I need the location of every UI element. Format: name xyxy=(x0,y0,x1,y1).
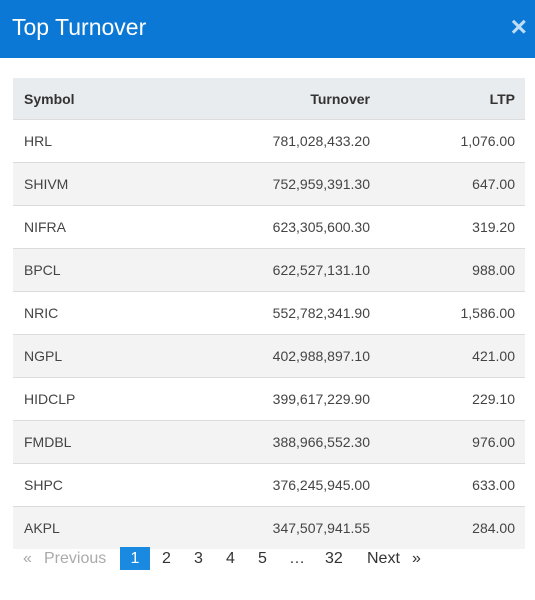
table-cell: 752,959,391.30 xyxy=(193,162,377,206)
close-button[interactable]: × xyxy=(510,11,527,42)
page-link[interactable]: 3 xyxy=(194,550,203,567)
table-cell: 633.00 xyxy=(377,463,525,507)
turnover-table: Symbol Turnover LTP HRL 781,028,433.20 1,076.… xyxy=(13,78,525,549)
table-cell: 647.00 xyxy=(377,162,525,206)
header-row: Symbol Turnover LTP xyxy=(13,78,525,120)
table-cell: 284.00 xyxy=(377,506,525,549)
table-row: SHIVM 752,959,391.30 647.00 xyxy=(13,162,525,206)
table-cell: FMDBL xyxy=(13,420,193,464)
prev-icon: « xyxy=(23,550,32,567)
table-cell: 421.00 xyxy=(377,334,525,378)
table-cell: 781,028,433.20 xyxy=(193,119,377,163)
modal-header: Top Turnover × xyxy=(0,0,535,58)
table-cell: 623,305,600.30 xyxy=(193,205,377,249)
next-link[interactable]: Next xyxy=(367,550,400,567)
table-cell: 229.10 xyxy=(377,377,525,421)
page-link[interactable]: 1 xyxy=(120,547,150,570)
page-link[interactable]: 2 xyxy=(162,550,171,567)
table-row: HIDCLP 399,617,229.90 229.10 xyxy=(13,377,525,421)
table-cell: BPCL xyxy=(13,248,193,292)
table-cell: 376,245,945.00 xyxy=(193,463,377,507)
modal-title: Top Turnover xyxy=(12,14,147,40)
table-row: NGPL 402,988,897.10 421.00 xyxy=(13,334,525,378)
table-cell: NIFRA xyxy=(13,205,193,249)
table-row: NRIC 552,782,341.90 1,586.00 xyxy=(13,291,525,335)
table-cell: SHPC xyxy=(13,463,193,507)
table-row: FMDBL 388,966,552.30 976.00 xyxy=(13,420,525,464)
page-link[interactable]: 32 xyxy=(325,550,343,567)
table-cell: 976.00 xyxy=(377,420,525,464)
page-link[interactable]: 5 xyxy=(258,550,267,567)
table-cell: NGPL xyxy=(13,334,193,378)
table-row: SHPC 376,245,945.00 633.00 xyxy=(13,463,525,507)
table-cell: 402,988,897.10 xyxy=(193,334,377,378)
table-cell: NRIC xyxy=(13,291,193,335)
previous-link: Previous xyxy=(44,550,107,567)
table-cell: 388,966,552.30 xyxy=(193,420,377,464)
table-cell: HRL xyxy=(13,119,193,163)
table-cell: 1,586.00 xyxy=(377,291,525,335)
table-row: AKPL 347,507,941.55 284.00 xyxy=(13,506,525,549)
table-cell: 347,507,941.55 xyxy=(193,506,377,549)
table-cell: 988.00 xyxy=(377,248,525,292)
column-header: LTP xyxy=(377,78,525,120)
table-cell: 1,076.00 xyxy=(377,119,525,163)
column-header: Turnover xyxy=(193,78,377,120)
table-cell: 552,782,341.90 xyxy=(193,291,377,335)
next-icon[interactable]: » xyxy=(412,550,421,567)
page-link[interactable]: 4 xyxy=(226,550,235,567)
table-cell: AKPL xyxy=(13,506,193,549)
table-cell: SHIVM xyxy=(13,162,193,206)
column-header: Symbol xyxy=(13,78,193,120)
table-row: BPCL 622,527,131.10 988.00 xyxy=(13,248,525,292)
page-link[interactable]: … xyxy=(289,550,305,567)
table-row: HRL 781,028,433.20 1,076.00 xyxy=(13,119,525,163)
table-cell: HIDCLP xyxy=(13,377,193,421)
table-cell: 319.20 xyxy=(377,205,525,249)
table-cell: 399,617,229.90 xyxy=(193,377,377,421)
table-cell: 622,527,131.10 xyxy=(193,248,377,292)
table-row: NIFRA 623,305,600.30 319.20 xyxy=(13,205,525,249)
